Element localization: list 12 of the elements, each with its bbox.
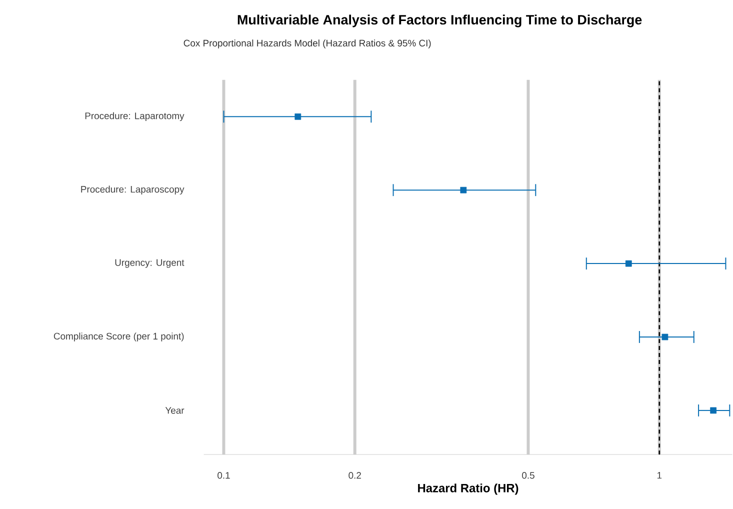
y-tick-label: Year — [165, 406, 184, 414]
x-axis-title: Hazard Ratio (HR) — [418, 483, 518, 494]
y-tick-label: Compliance Score (per 1 point) — [54, 332, 184, 342]
y-tick-label: Procedure: Laparoscopy — [81, 185, 184, 194]
y-tick-label: Procedure: Laparotomy — [85, 112, 184, 121]
y-tick-label: Urgency: Urgent — [115, 259, 184, 268]
chart-subtitle: Cox Proportional Hazards Model (Hazard Ratios & 95% CI) — [184, 39, 431, 48]
x-tick-label: 1 — [657, 472, 662, 478]
x-tick-label: 0.5 — [522, 472, 534, 478]
x-tick-label: 0.2 — [348, 472, 361, 478]
x-tick-label: 0.1 — [218, 472, 230, 478]
chart-title: Multivariable Analysis of Factors Influencing Time to Discharge — [238, 14, 642, 28]
